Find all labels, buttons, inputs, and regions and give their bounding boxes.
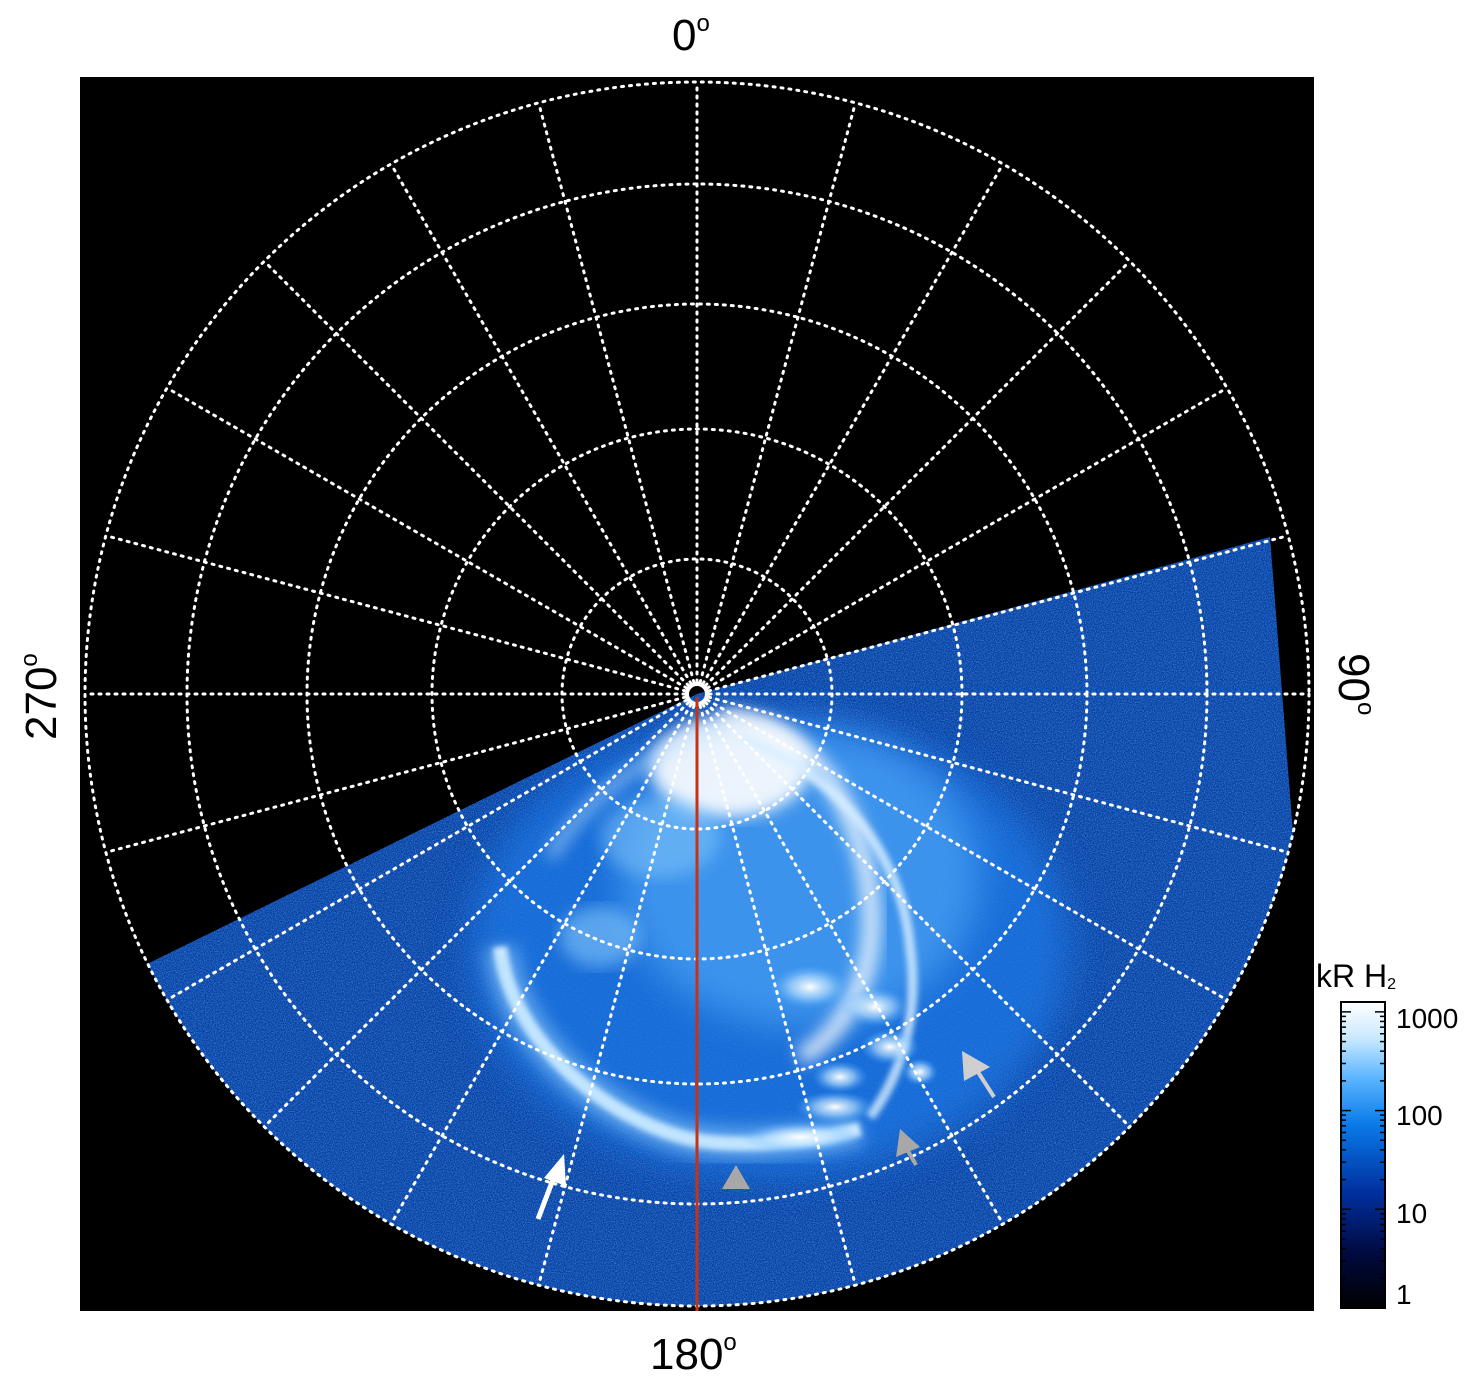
colorbar-title-subscript: 2 xyxy=(1387,976,1397,993)
colorbar-title-main: kR H xyxy=(1316,958,1388,994)
longitude-label-0: 0o xyxy=(672,11,710,60)
degree-symbol-right: o xyxy=(1352,701,1379,716)
degree-symbol-bottom: o xyxy=(723,1329,737,1356)
colorbar-gradient xyxy=(1340,1001,1386,1309)
white-arrow-left xyxy=(535,1154,566,1220)
colorbar-tick-1000: 1000 xyxy=(1396,1003,1459,1034)
degree-symbol-left: o xyxy=(16,653,43,667)
gray-arrow-right-upper xyxy=(962,1051,996,1099)
colorbar xyxy=(1340,1001,1386,1309)
longitude-label-270-text: 270 xyxy=(17,666,66,740)
longitude-label-90-text: 90 xyxy=(1329,653,1378,702)
colorbar-tick-1: 1 xyxy=(1396,1279,1412,1310)
longitude-label-180-text: 180 xyxy=(650,1330,724,1379)
colorbar-title: kR H2 xyxy=(1316,958,1397,994)
longitude-label-270: 270o xyxy=(16,653,66,740)
colorbar-ticks xyxy=(1341,1011,1385,1309)
longitude-label-0-text: 0 xyxy=(672,11,697,60)
aurora-polar-image xyxy=(80,77,1314,1311)
gray-arrowhead-bottom xyxy=(722,1165,750,1189)
longitude-label-180: 180o xyxy=(650,1330,737,1379)
longitude-label-90: 90o xyxy=(1329,653,1379,715)
degree-symbol-top: o xyxy=(696,10,710,37)
colorbar-tick-10: 10 xyxy=(1396,1198,1428,1229)
colorbar-tick-100: 100 xyxy=(1396,1100,1443,1131)
gray-arrow-right-lower xyxy=(896,1129,920,1166)
